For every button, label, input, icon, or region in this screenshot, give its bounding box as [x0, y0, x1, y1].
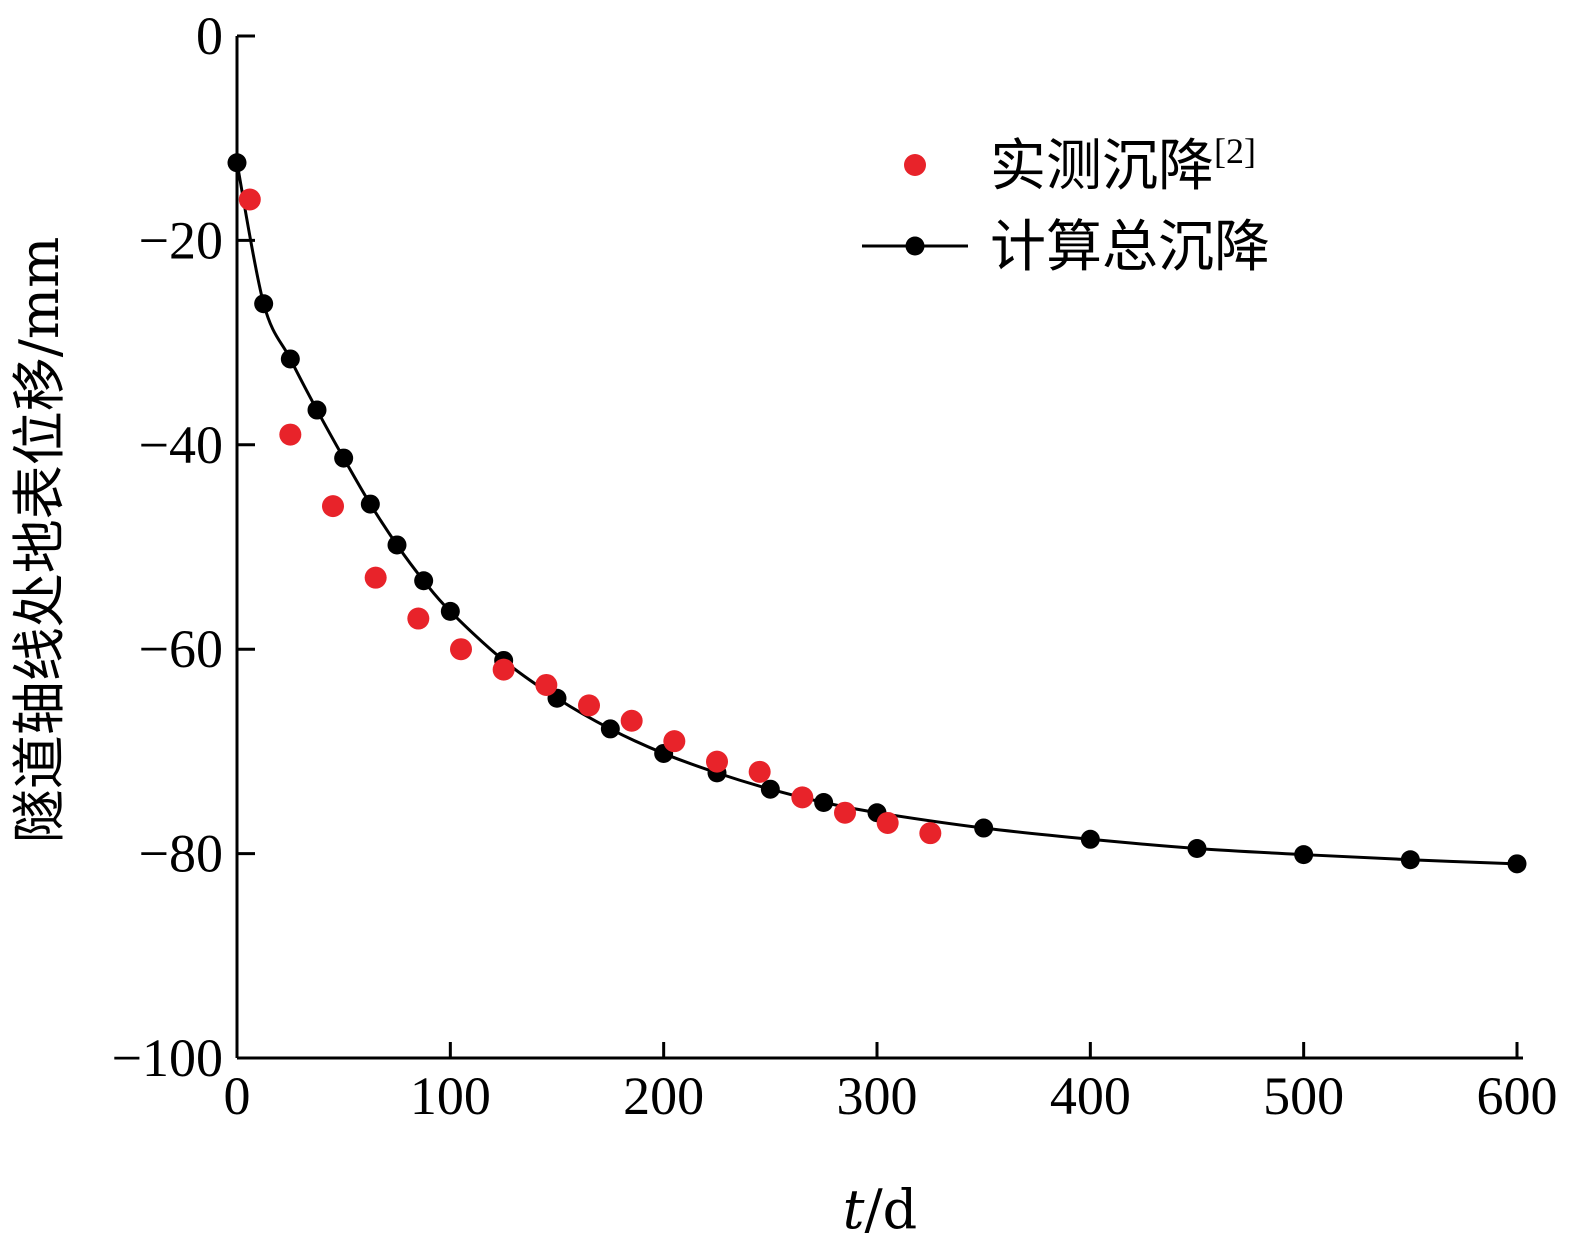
x-ticks: 0 100 200 300 400 500 600: [224, 1042, 1558, 1126]
measured-point-13: [791, 786, 814, 809]
legend-computed-marker: [905, 236, 925, 256]
legend-measured-name: 实测沉降: [990, 134, 1214, 199]
x-tick-label-3: 300: [837, 1066, 918, 1126]
computed-point-8: [440, 601, 460, 621]
x-axis-title-unit: d: [883, 1178, 918, 1241]
axes: [235, 36, 1523, 1060]
computed-point-21: [1400, 850, 1420, 870]
series-computed-total-settlement: [227, 153, 1527, 874]
x-axis-title: t/d: [843, 1178, 917, 1241]
x-axis-title-var: t: [843, 1178, 865, 1241]
measured-point-2: [322, 495, 344, 518]
legend: 实测沉降[2] 计算总沉降: [862, 131, 1270, 280]
x-tick-label-4: 400: [1050, 1066, 1131, 1126]
x-tick-label-1: 100: [410, 1066, 491, 1126]
measured-point-16: [919, 822, 942, 845]
computed-point-5: [360, 494, 380, 514]
computed-point-7: [414, 571, 434, 591]
computed-point-0: [227, 153, 247, 173]
computed-point-17: [974, 818, 994, 838]
measured-point-1: [279, 423, 302, 446]
measured-point-10: [663, 730, 686, 753]
computed-point-19: [1187, 838, 1207, 858]
computed-point-15: [814, 793, 834, 812]
y-ticks: 0 −20 −40 −60 −80 −100: [112, 6, 255, 1088]
measured-point-9: [620, 709, 643, 732]
measured-point-5: [450, 638, 472, 661]
computed-point-2: [280, 349, 300, 369]
computed-point-4: [334, 448, 354, 468]
x-tick-label-2: 200: [623, 1066, 704, 1126]
x-axis-title-sep: /: [864, 1178, 883, 1241]
computed-point-1: [254, 294, 274, 314]
measured-point-14: [834, 801, 856, 824]
computed-point-18: [1080, 829, 1100, 849]
y-tick-label-4: −80: [139, 824, 223, 884]
measured-point-8: [578, 694, 600, 717]
computed-point-14: [760, 779, 780, 799]
x-tick-label-0: 0: [224, 1066, 251, 1126]
y-tick-label-5: −100: [112, 1028, 223, 1088]
legend-measured-ref: [2]: [1214, 131, 1256, 171]
measured-point-7: [535, 673, 558, 696]
y-tick-label-0: 0: [196, 6, 223, 66]
y-axis-title: 隧道轴线处地表位移/mm: [8, 237, 71, 844]
measured-point-3: [364, 566, 387, 589]
legend-computed-label: 计算总沉降: [990, 215, 1270, 280]
measured-point-12: [748, 760, 771, 783]
measured-point-6: [492, 658, 515, 681]
y-tick-label-1: −20: [139, 210, 223, 270]
measured-point-11: [706, 750, 728, 773]
computed-point-3: [307, 400, 327, 420]
series-measured-settlement: [238, 188, 942, 845]
computed-point-22: [1507, 854, 1527, 874]
measured-point-15: [876, 811, 899, 834]
computed-point-20: [1294, 845, 1314, 865]
measured-point-0: [238, 188, 261, 211]
legend-measured-label: 实测沉降[2]: [990, 131, 1256, 199]
computed-point-11: [600, 719, 620, 739]
computed-point-6: [387, 535, 407, 555]
computed-curve: [235, 162, 1518, 866]
x-tick-label-5: 500: [1263, 1066, 1344, 1126]
x-tick-label-6: 600: [1477, 1066, 1558, 1126]
measured-point-4: [407, 607, 430, 630]
y-tick-label-2: −40: [139, 415, 223, 475]
legend-measured-marker: [904, 154, 926, 176]
y-tick-label-3: −60: [139, 619, 223, 679]
